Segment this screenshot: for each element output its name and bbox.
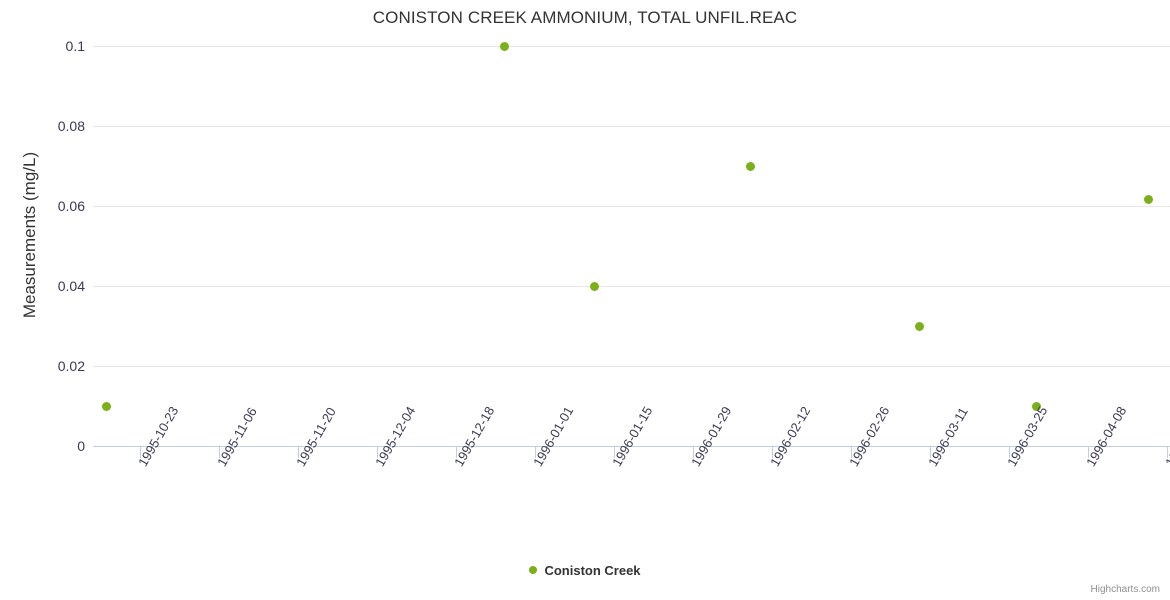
x-axis-tick-mark	[1009, 447, 1010, 458]
x-axis-tick-label: 1996-03-25	[1004, 403, 1051, 469]
x-axis-tick-label: 1996-04-22	[1162, 403, 1170, 469]
legend-item-coniston-creek[interactable]: Coniston Creek	[529, 562, 641, 579]
x-axis-tick-mark	[140, 447, 141, 458]
x-axis-tick-label: 1995-10-23	[135, 403, 182, 469]
y-axis-tick-label: 0.08	[57, 118, 85, 134]
y-axis-tick-label: 0.06	[57, 198, 85, 214]
highcharts-credits[interactable]: Highcharts.com	[1090, 584, 1160, 595]
x-axis-tick-label: 1996-04-08	[1083, 403, 1130, 469]
x-axis-tick-mark	[772, 447, 773, 458]
x-axis-tick-label: 1996-02-26	[846, 403, 893, 469]
legend-marker-icon	[529, 565, 538, 574]
gridline	[93, 366, 1170, 367]
data-point[interactable]	[1143, 194, 1153, 204]
data-point[interactable]	[589, 281, 599, 291]
data-point[interactable]	[499, 41, 509, 51]
gridline	[93, 286, 1170, 287]
gridline	[93, 126, 1170, 127]
x-axis-tick-label: 1996-01-29	[688, 403, 735, 469]
legend-item-label: Coniston Creek	[544, 563, 641, 579]
x-axis-tick-mark	[930, 447, 931, 458]
x-axis-tick-label: 1996-01-01	[530, 403, 577, 469]
x-axis-tick-label: 1995-11-06	[214, 404, 260, 469]
x-axis-tick-label: 1996-03-11	[925, 404, 971, 469]
x-axis-tick-mark	[851, 447, 852, 458]
data-point[interactable]	[745, 161, 755, 171]
x-axis-tick-mark	[535, 447, 536, 458]
y-axis-tick-label: 0.04	[57, 278, 85, 294]
x-axis-tick-mark	[693, 447, 694, 458]
x-axis-tick-label: 1995-12-18	[451, 403, 498, 469]
gridline	[93, 46, 1170, 47]
y-axis-tick-label: 0	[77, 438, 85, 454]
x-axis-tick-mark	[614, 447, 615, 458]
x-axis-tick-label: 1996-02-12	[767, 403, 814, 469]
data-point[interactable]	[1031, 401, 1041, 411]
x-axis-tick-label: 1996-01-15	[609, 403, 656, 469]
x-axis-tick-mark	[298, 447, 299, 458]
x-axis-line	[93, 446, 1170, 447]
gridline	[93, 206, 1170, 207]
x-axis-tick-mark	[1088, 447, 1089, 458]
chart-legend: Coniston Creek	[0, 562, 1170, 578]
data-point[interactable]	[914, 321, 924, 331]
chart-title: CONISTON CREEK AMMONIUM, TOTAL UNFIL.REA…	[372, 8, 798, 27]
x-axis-tick-mark	[456, 447, 457, 458]
y-axis-tick-labels: 0 0.02 0.04 0.06 0.08 0.1	[0, 0, 85, 600]
x-axis-tick-mark	[1167, 447, 1168, 458]
x-axis-tick-label: 1995-12-04	[372, 403, 419, 469]
x-axis-tick-label: 1995-11-20	[293, 404, 339, 469]
x-axis-tick-mark	[377, 447, 378, 458]
y-axis-tick-label: 0.1	[65, 38, 85, 54]
data-point[interactable]	[101, 401, 111, 411]
y-axis-tick-label: 0.02	[57, 358, 85, 374]
x-axis-tick-mark	[219, 447, 220, 458]
